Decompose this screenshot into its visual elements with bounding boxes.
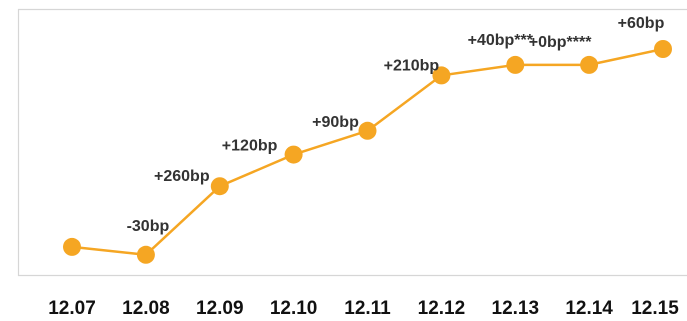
x-tick-label-12-08: 12.08 — [122, 298, 170, 319]
x-tick-label-12-11: 12.11 — [344, 298, 391, 319]
data-point-12-14 — [580, 55, 599, 74]
series-layer — [63, 40, 672, 264]
x-tick-label-12-09: 12.09 — [196, 298, 244, 319]
data-label-12-13: +40bp*** — [468, 32, 534, 49]
data-label-12-10: +120bp — [222, 138, 278, 155]
x-tick-label-12-14: 12.14 — [565, 298, 613, 319]
data-point-12-07 — [63, 237, 81, 256]
data-point-12-15 — [654, 40, 672, 58]
data-point-12-10 — [284, 145, 303, 164]
data-label-layer: -30bp +260bp +120bp +90bp +210bp +40bp***+0bp… — [127, 15, 665, 235]
plot-frame — [17, 8, 687, 277]
data-label-12-15: +60bp — [618, 15, 665, 32]
x-tick-label-12-12: 12.12 — [418, 298, 466, 319]
x-tick-label-12-13: 12.13 — [492, 298, 540, 319]
x-tick-label-12-07: 12.07 — [48, 298, 96, 319]
data-point-12-09 — [210, 177, 229, 196]
x-axis-ticks: 12.07 12.08 12.09 12.10 12.11 12.12 12.13 12.14… — [48, 298, 679, 319]
data-label-12-11: +90bp — [312, 114, 359, 131]
data-point-12-12 — [432, 66, 451, 85]
data-label-12-14: +0bp**** — [529, 34, 592, 51]
data-label-12-09: +260bp — [154, 168, 210, 185]
data-point-12-13 — [506, 55, 525, 74]
data-label-12-08: -30bp — [127, 218, 170, 235]
data-point-12-11 — [358, 121, 377, 140]
data-label-12-12: +210bp — [384, 57, 440, 74]
x-tick-label-12-15: 12.15 — [631, 298, 679, 319]
x-tick-label-12-10: 12.10 — [270, 298, 318, 319]
data-point-12-08 — [136, 245, 155, 264]
